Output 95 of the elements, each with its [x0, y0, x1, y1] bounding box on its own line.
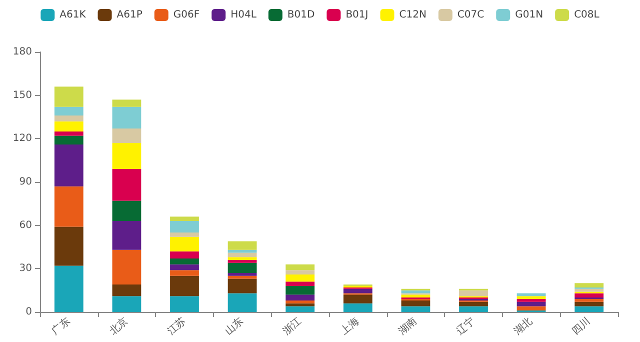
- bar: [54, 131, 84, 136]
- legend-label: A61K: [60, 10, 86, 20]
- bar: [459, 306, 488, 312]
- bar: [228, 276, 257, 279]
- bar: [516, 293, 546, 296]
- bar: [54, 266, 84, 312]
- x-tick-label: 湖北: [512, 315, 535, 338]
- bar: [170, 216, 199, 221]
- legend-label: G06F: [173, 10, 200, 20]
- bar: [170, 258, 199, 264]
- bar: [112, 169, 142, 201]
- bar: [228, 257, 257, 260]
- bar: [343, 294, 372, 304]
- y-tick-label: 90: [19, 176, 32, 188]
- bar: [228, 273, 257, 276]
- bar: [343, 288, 372, 294]
- bar: [516, 302, 546, 306]
- bar: [459, 290, 488, 296]
- legend-label: B01D: [287, 10, 315, 20]
- x-tick-label: 上海: [338, 315, 362, 338]
- bar: [54, 121, 84, 132]
- bar: [228, 250, 257, 253]
- bar: [112, 128, 142, 143]
- bar: [54, 116, 84, 122]
- bar: [574, 299, 604, 302]
- bar: [574, 306, 604, 312]
- legend-label: A61P: [116, 10, 142, 20]
- bar: [459, 302, 488, 306]
- bar: [401, 300, 430, 306]
- bar: [228, 241, 257, 250]
- y-tick-label: 60: [19, 220, 32, 231]
- bar: [170, 264, 199, 270]
- bar: [228, 262, 257, 273]
- x-tick-label: 江苏: [165, 315, 188, 338]
- bar: [286, 274, 315, 282]
- bar: [170, 276, 199, 296]
- y-tick-label: 150: [12, 90, 32, 101]
- x-tick-label: 辽宁: [454, 315, 478, 338]
- bar: [574, 293, 604, 298]
- bar: [170, 296, 199, 312]
- bar: [286, 300, 315, 304]
- bar: [112, 106, 142, 129]
- bar: [286, 282, 315, 286]
- bar: [286, 270, 315, 274]
- bar: [112, 250, 142, 285]
- legend-label: H04L: [230, 10, 257, 20]
- bar: [574, 302, 604, 306]
- bar: [54, 226, 84, 266]
- bar: [516, 299, 546, 302]
- bar: [170, 236, 199, 252]
- x-tick-label: 浙江: [280, 315, 304, 338]
- legend-label: G01N: [515, 10, 544, 20]
- bar: [112, 296, 142, 312]
- bar: [54, 86, 84, 107]
- bar: [112, 200, 142, 221]
- bar: [170, 251, 199, 259]
- x-tick-label: 四川: [570, 315, 593, 338]
- y-tick-label: 30: [19, 263, 32, 274]
- x-tick-label: 湖南: [396, 315, 420, 338]
- bar: [228, 252, 257, 258]
- legend-label: C12N: [399, 10, 426, 20]
- y-tick-label: 120: [12, 133, 32, 144]
- bar: [401, 306, 430, 312]
- y-tick-label: 180: [12, 46, 32, 58]
- bar: [170, 232, 199, 237]
- bar: [343, 303, 372, 312]
- bar: [516, 296, 546, 299]
- x-tick-label: 山东: [222, 315, 246, 338]
- bar: [286, 286, 315, 295]
- x-tick-label: 北京: [107, 315, 130, 338]
- bar: [516, 306, 546, 311]
- bar: [54, 136, 84, 144]
- bar: [228, 260, 257, 263]
- bar: [286, 264, 315, 270]
- bar: [54, 144, 84, 186]
- bar: [574, 283, 604, 288]
- bar: [401, 294, 430, 298]
- bar: [574, 288, 604, 292]
- x-tick-label: 广东: [49, 315, 72, 338]
- bar: [112, 100, 142, 107]
- bar: [286, 294, 315, 300]
- bar: [170, 221, 199, 233]
- bar: [112, 143, 142, 169]
- legend-label: B01J: [346, 10, 368, 20]
- legend-label: C07C: [457, 10, 484, 20]
- y-tick-label: 0: [26, 306, 32, 318]
- bar: [286, 306, 315, 312]
- bar: [54, 106, 84, 116]
- bar: [228, 278, 257, 294]
- bar: [170, 270, 199, 276]
- bar: [228, 293, 257, 312]
- bar: [112, 221, 142, 250]
- legend-label: C08L: [574, 10, 600, 20]
- bar: [112, 284, 142, 296]
- bar: [54, 186, 84, 227]
